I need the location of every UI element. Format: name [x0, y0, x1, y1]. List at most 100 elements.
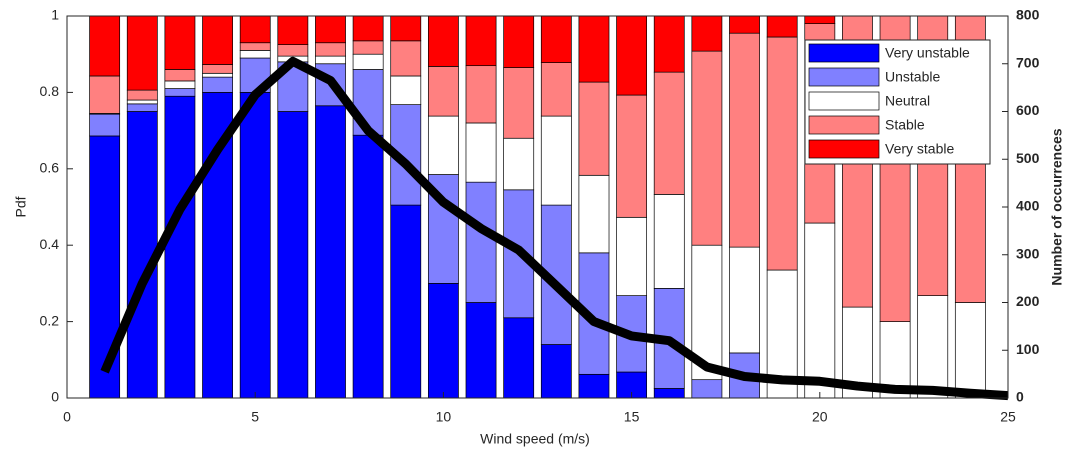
legend-label: Stable [885, 117, 925, 133]
x-tick-label: 10 [436, 409, 452, 425]
bar-segment [239, 50, 271, 59]
bar-segment [352, 53, 384, 70]
bar-segment [465, 122, 497, 183]
occurrence-line [100, 56, 1009, 401]
bar-segment [653, 388, 685, 399]
bar-segment [352, 15, 384, 42]
legend-label: Neutral [885, 93, 930, 109]
bar-segment [202, 64, 233, 74]
bar-segment [578, 373, 610, 399]
bar-segment [578, 81, 610, 176]
x-tick-label: 0 [63, 409, 71, 425]
y2-tick-label: 0 [1016, 389, 1024, 405]
y2-tick-label: 400 [1016, 198, 1040, 214]
bar-segment [89, 113, 121, 137]
bar-segment [691, 379, 723, 399]
legend-label: Very unstable [885, 45, 970, 61]
bar-segment [390, 15, 422, 42]
y-tick-label: 0 [51, 389, 59, 405]
x-tick-label: 25 [1000, 409, 1016, 425]
bar-segment [465, 302, 497, 399]
y2-tick-label: 200 [1016, 293, 1040, 309]
bar-segment [164, 15, 196, 70]
x-tick-label: 15 [624, 409, 640, 425]
bar-segment [89, 135, 121, 399]
bar-segment [578, 15, 610, 83]
y-tick-label: 0.6 [40, 160, 60, 176]
legend-swatch [808, 43, 880, 63]
bar-segment [126, 99, 158, 105]
y2-tick-label: 800 [1016, 7, 1040, 23]
bar-segment [277, 44, 309, 57]
bar-segment [616, 216, 648, 296]
bar-segment [277, 15, 309, 45]
bar-segment [126, 89, 158, 101]
legend: Very unstable Unstable Neutral Stable Very s… [804, 39, 991, 165]
bar-segment [390, 75, 422, 105]
bar-segment [89, 75, 121, 114]
bar-segment [427, 66, 459, 117]
legend-swatch [808, 139, 880, 159]
bar-segment [503, 67, 535, 139]
bar-segment [465, 181, 497, 303]
bar-segment [202, 72, 233, 78]
bar-segment [653, 71, 685, 195]
bar-segment [691, 15, 723, 52]
bar-segment [164, 69, 196, 82]
bar-segment [540, 62, 572, 117]
bar-segment [954, 302, 986, 399]
bar-segment [465, 15, 497, 67]
bar-segment [503, 317, 535, 399]
bar-segment [239, 15, 271, 44]
bar-segment [164, 95, 196, 399]
bar-segment [352, 40, 384, 55]
bar-segment [427, 115, 459, 175]
bar-segment [277, 111, 309, 399]
bar-segment [766, 36, 798, 271]
bar-segment [239, 92, 271, 399]
y-tick-label: 0.2 [40, 312, 60, 328]
bar-segment [427, 283, 459, 399]
bar-segment [315, 55, 346, 65]
bar-segment [503, 137, 535, 191]
y-tick-label: 0.4 [40, 236, 60, 252]
bar-segment [729, 32, 760, 248]
bar-segment [540, 115, 572, 206]
bar-segment [804, 222, 836, 399]
y-tick-label: 0.8 [40, 83, 60, 99]
bar-segment [766, 15, 798, 38]
legend-label: Unstable [885, 69, 940, 85]
y2-tick-label: 500 [1016, 150, 1040, 166]
bar-segment [729, 15, 760, 34]
bar-segment [691, 50, 723, 246]
bar-segment [315, 42, 346, 57]
bar-segment [917, 295, 949, 399]
bar-segment [89, 15, 121, 77]
y2-tick-label: 600 [1016, 102, 1040, 118]
bar-segment [239, 42, 271, 51]
legend-swatch [808, 91, 880, 111]
bar-segment [126, 15, 158, 91]
bar-segment [352, 134, 384, 399]
y2-tick-label: 300 [1016, 245, 1040, 261]
bar-segment [578, 174, 610, 254]
bar-segment [653, 194, 685, 289]
bar-segment [804, 15, 836, 24]
bar-segment [503, 15, 535, 68]
y-tick-label: 1 [51, 7, 59, 23]
bar-segment [465, 65, 497, 124]
y-axis-label: Pdf [13, 196, 29, 217]
bar-segment [164, 88, 196, 97]
bar-segment [427, 15, 459, 67]
bar-segment [126, 103, 158, 112]
bar-segment [729, 246, 760, 354]
bar-segment [616, 15, 648, 96]
bar-segment [540, 344, 572, 399]
x-tick-label: 20 [812, 409, 828, 425]
bar-segment [315, 15, 346, 44]
bar-segment [315, 105, 346, 399]
legend-swatch [808, 67, 880, 87]
bar-segment [616, 94, 648, 218]
bar-segment [540, 15, 572, 63]
y2-tick-label: 700 [1016, 54, 1040, 70]
